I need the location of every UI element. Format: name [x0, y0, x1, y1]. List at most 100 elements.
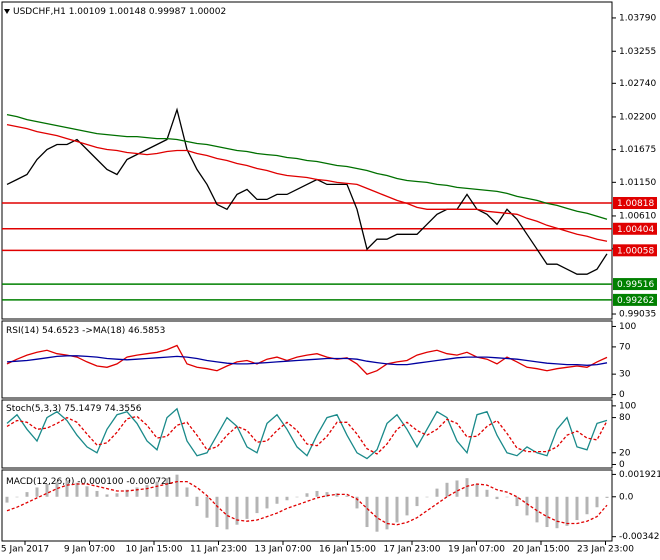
- histogram-bar: [125, 489, 129, 497]
- readout-value: -0.000100: [77, 477, 123, 487]
- histogram-bar: [315, 490, 319, 497]
- panel-header: MACD(12,26,9) -0.000100 -0.000721: [6, 477, 175, 487]
- histogram-bar: [145, 485, 149, 497]
- x-tick-label: 20 Jan 15:00: [513, 545, 570, 555]
- histogram-bar: [75, 482, 79, 497]
- y-tick-label: 20: [619, 448, 631, 458]
- histogram-bar: [345, 495, 349, 497]
- level-label: 0.99262: [617, 296, 654, 306]
- histogram-bar: [35, 487, 39, 497]
- histogram-bar: [265, 496, 269, 509]
- menu-triangle: [4, 9, 10, 14]
- histogram-bar: [215, 496, 219, 528]
- histogram-bar: [275, 496, 279, 504]
- level-tag: [613, 244, 657, 257]
- histogram-bar: [225, 496, 229, 530]
- series-line: [6, 113, 608, 220]
- y-tick-label: -0.003428: [619, 532, 660, 542]
- histogram-bar: [575, 496, 579, 521]
- histogram-bar: [435, 488, 439, 497]
- histogram-bar: [255, 496, 259, 514]
- indicator-name: ->MA(18): [82, 326, 125, 336]
- y-tick-label: 30: [619, 370, 631, 380]
- space: [165, 326, 168, 336]
- histogram-bar: [175, 474, 179, 497]
- histogram-bar: [295, 496, 299, 498]
- level-label: 1.00058: [617, 246, 654, 256]
- histogram-bar: [25, 492, 29, 497]
- histogram-bar: [165, 478, 169, 497]
- histogram-bar: [455, 480, 459, 497]
- readout-value: 46.5853: [128, 326, 165, 336]
- level-tag: [613, 196, 657, 209]
- level-tag: [613, 293, 657, 306]
- histogram-bar: [555, 496, 559, 529]
- histogram-bar: [135, 487, 139, 497]
- series-line: [6, 415, 608, 455]
- histogram-bar: [605, 496, 609, 498]
- histogram-bar: [355, 496, 359, 509]
- histogram-bar: [505, 496, 509, 498]
- panel-header: Stoch(5,3,3) 75.1479 74.3556: [6, 404, 144, 414]
- level-label: 1.00818: [617, 199, 654, 209]
- indicator-name: Stoch(5,3,3): [6, 404, 61, 414]
- y-tick-label: 70: [619, 342, 631, 352]
- histogram-bar: [55, 481, 59, 497]
- x-tick-label: 16 Jan 15:00: [319, 545, 376, 555]
- x-tick-label: 9 Jan 07:00: [64, 545, 116, 555]
- indicator-name: MACD(12,26,9): [6, 477, 74, 487]
- x-tick-label: 23 Jan 23:00: [577, 545, 634, 555]
- histogram-bar: [485, 489, 489, 497]
- histogram-bar: [195, 496, 199, 507]
- histogram-bar: [465, 478, 469, 497]
- indicator-name: USDCHF,H1: [13, 7, 66, 17]
- space: [142, 404, 145, 414]
- y-tick-label: 0.001921: [619, 470, 660, 480]
- histogram-bar: [65, 480, 69, 497]
- histogram-bar: [5, 496, 9, 503]
- readout-value: 1.00109: [69, 7, 106, 17]
- y-tick-label: 100: [619, 401, 636, 411]
- histogram-bar: [205, 496, 209, 518]
- y-tick-label: 1.01150: [619, 178, 656, 188]
- level-label: 1.00404: [617, 225, 654, 235]
- y-tick-label: 1.03255: [619, 47, 656, 57]
- series-line: [6, 123, 608, 242]
- y-tick-label: 1.01675: [619, 145, 656, 155]
- y-tick-label: 0.0: [619, 492, 634, 502]
- histogram-bar: [285, 496, 289, 501]
- panel-header: RSI(14) 54.6523 ->MA(18) 46.5853: [6, 326, 168, 336]
- histogram-bar: [495, 496, 499, 500]
- series-line: [6, 407, 608, 460]
- panel-frame: [1, 320, 613, 399]
- histogram-bar: [45, 483, 49, 497]
- y-tick-label: 0.99035: [619, 310, 656, 320]
- y-tick-label: 80: [619, 413, 631, 423]
- y-tick-label: 100: [619, 322, 636, 332]
- histogram-bar: [115, 493, 119, 497]
- readout-value: 1.00148: [109, 7, 146, 17]
- x-tick-label: 19 Jan 07:00: [448, 545, 505, 555]
- x-tick-label: 11 Jan 23:00: [190, 545, 247, 555]
- histogram-bar: [415, 496, 419, 507]
- histogram-bar: [545, 496, 549, 528]
- histogram-bar: [15, 496, 19, 498]
- space: [226, 7, 229, 17]
- histogram-bar: [245, 496, 249, 519]
- panel-frame: [1, 1, 613, 320]
- histogram-bar: [585, 496, 589, 515]
- histogram-bar: [525, 496, 529, 516]
- readout-value: -0.000721: [126, 477, 172, 487]
- y-tick-label: 1.00610: [619, 211, 656, 221]
- histogram-bar: [155, 481, 159, 497]
- histogram-bar: [565, 496, 569, 526]
- y-tick-label: 1.02200: [619, 112, 656, 122]
- readout-value: 0.99987: [149, 7, 186, 17]
- x-tick-label: 13 Jan 07:00: [255, 545, 312, 555]
- level-label: 0.99516: [617, 280, 654, 290]
- panel-header: USDCHF,H1 1.00109 1.00148 0.99987 1.0000…: [13, 7, 229, 17]
- histogram-bar: [105, 494, 109, 497]
- level-tag: [613, 278, 657, 291]
